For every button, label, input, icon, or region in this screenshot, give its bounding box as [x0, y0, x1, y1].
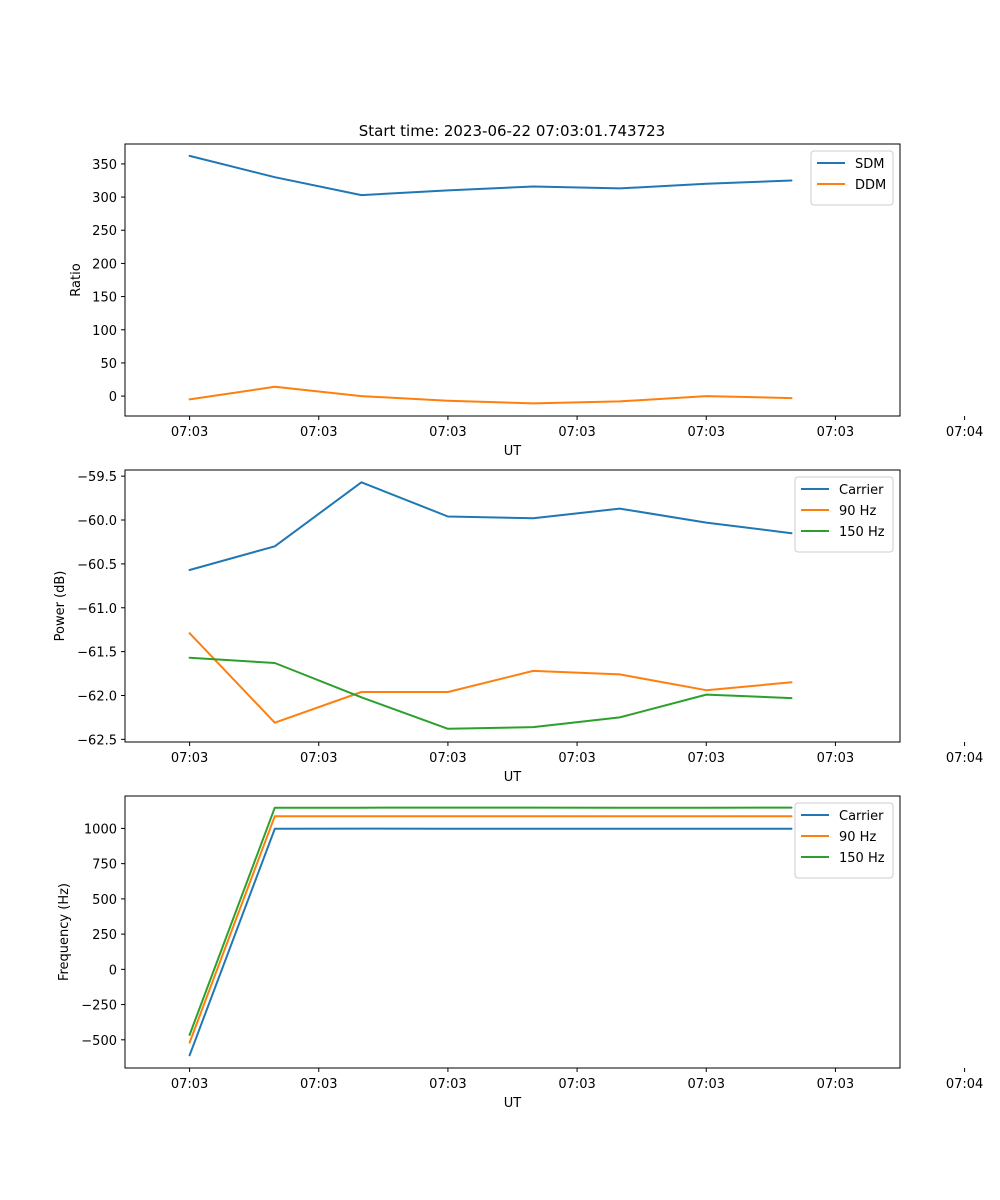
series-line-150-hz [188, 656, 793, 730]
x-tick-label: 07:03 [558, 751, 595, 766]
legend-frame [794, 802, 894, 879]
x-tick-label: 07:04 [946, 425, 983, 440]
legend-entry: 150 Hz [839, 851, 885, 866]
figure-title: Start time: 2023-06-22 07:03:01.743723 [359, 122, 665, 140]
legend-entry: Carrier [839, 483, 884, 498]
y-tick-label: 750 [92, 858, 117, 873]
y-tick-label: 300 [92, 191, 117, 206]
series-line-sdm [188, 154, 793, 197]
y-tick-label: 0 [109, 390, 117, 405]
y-tick-label: −500 [81, 1034, 117, 1049]
plot-area [124, 143, 901, 417]
y-axis-label: Power (dB) [53, 571, 68, 642]
y-tick-label: −60.5 [77, 558, 117, 573]
y-tick-label: −59.5 [77, 470, 117, 485]
x-tick-label: 07:03 [429, 1077, 466, 1092]
x-tick-label: 07:03 [300, 751, 337, 766]
x-tick-label: 07:03 [171, 1077, 208, 1092]
x-tick-label: 07:03 [817, 425, 854, 440]
x-tick-label: 07:03 [300, 1077, 337, 1092]
legend: Carrier 90 Hz 150 Hz [794, 476, 894, 553]
y-tick-label: 200 [92, 257, 117, 272]
subplots: 07:03 07:03 07:03 07:03 07:03 07:03 07:04 0 50 10… [53, 143, 983, 1111]
x-axis-label: UT [504, 444, 522, 459]
y-tick-label: −61.0 [77, 602, 117, 617]
legend: Carrier 90 Hz 150 Hz [794, 802, 894, 879]
y-tick-label: 500 [92, 893, 117, 908]
series-line-90-hz [188, 815, 793, 1044]
x-tick-label: 07:03 [817, 1077, 854, 1092]
plot-area [124, 795, 901, 1069]
x-tick-label: 07:04 [946, 1077, 983, 1092]
legend-frame [794, 476, 894, 553]
legend-entry: 90 Hz [839, 830, 876, 845]
series-line-ddm [188, 385, 793, 405]
x-tick-label: 07:03 [171, 751, 208, 766]
x-tick-label: 07:04 [946, 751, 983, 766]
series-line-carrier [188, 481, 793, 571]
series-line-150-hz [188, 806, 793, 1036]
x-tick-label: 07:03 [429, 751, 466, 766]
y-tick-label: 250 [92, 928, 117, 943]
x-tick-label: 07:03 [817, 751, 854, 766]
y-tick-label: 350 [92, 158, 117, 173]
legend-entry: SDM [855, 157, 884, 172]
subplot-3: 07:03 07:03 07:03 07:03 07:03 07:03 07:04 −500 −… [57, 795, 983, 1111]
series-line-carrier [188, 827, 793, 1057]
y-tick-label: 50 [100, 357, 117, 372]
legend-entry: DDM [855, 178, 886, 193]
y-tick-label: 0 [109, 963, 117, 978]
plot-area [124, 469, 901, 743]
x-tick-label: 07:03 [688, 425, 725, 440]
y-tick-label: 150 [92, 291, 117, 306]
subplot-1: 07:03 07:03 07:03 07:03 07:03 07:03 07:04 0 50 10… [69, 143, 983, 459]
y-axis-label: Frequency (Hz) [57, 883, 72, 981]
x-axis-label: UT [504, 1096, 522, 1111]
y-axis-label: Ratio [69, 263, 84, 296]
x-tick-label: 07:03 [429, 425, 466, 440]
legend-frame [810, 150, 894, 206]
x-tick-label: 07:03 [558, 425, 595, 440]
legend-entry: 90 Hz [839, 504, 876, 519]
x-tick-label: 07:03 [688, 1077, 725, 1092]
x-tick-label: 07:03 [558, 1077, 595, 1092]
series-line-90-hz [188, 632, 793, 724]
x-tick-label: 07:03 [688, 751, 725, 766]
x-axis-label: UT [504, 770, 522, 785]
y-tick-label: 1000 [84, 822, 117, 837]
y-tick-label: −62.0 [77, 689, 117, 704]
legend-entry: 150 Hz [839, 525, 885, 540]
y-tick-label: 100 [92, 324, 117, 339]
y-tick-label: −62.5 [77, 733, 117, 748]
y-tick-label: 250 [92, 224, 117, 239]
y-tick-label: −250 [81, 999, 117, 1014]
y-tick-label: −60.0 [77, 514, 117, 529]
y-tick-label: −61.5 [77, 646, 117, 661]
x-tick-label: 07:03 [171, 425, 208, 440]
subplot-2: 07:03 07:03 07:03 07:03 07:03 07:03 07:04 −62.5… [53, 469, 983, 785]
x-tick-label: 07:03 [300, 425, 337, 440]
legend-entry: Carrier [839, 809, 884, 824]
legend: SDM DDM [810, 150, 894, 206]
